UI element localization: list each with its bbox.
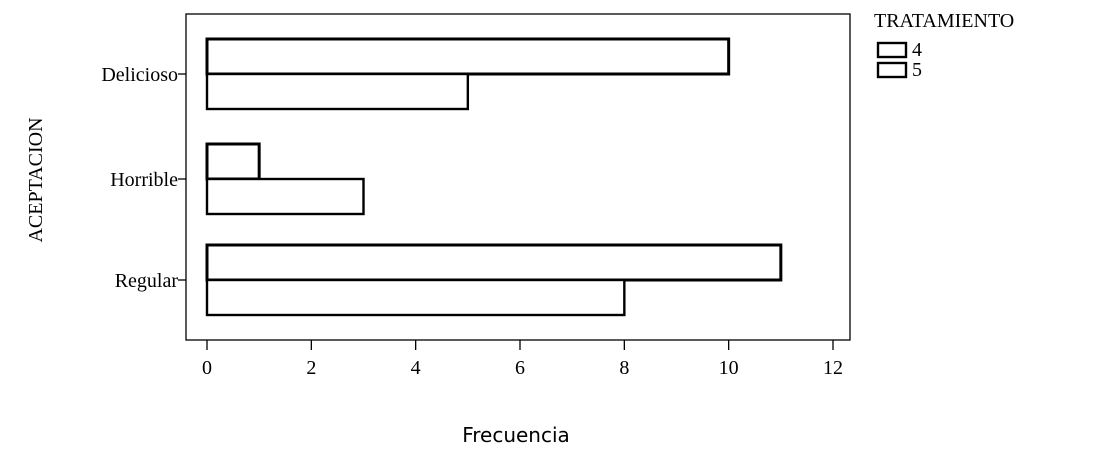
bar-regular-series-5 xyxy=(205,278,626,317)
bar-delicioso-series-4 xyxy=(205,37,731,76)
y-axis-label: ACEPTACION xyxy=(25,117,47,242)
legend: TRATAMIENTO 45 xyxy=(874,10,1014,81)
y-category-label: Horrible xyxy=(110,169,178,191)
legend-label-series-5: 5 xyxy=(912,59,922,81)
x-tick-label: 0 xyxy=(202,357,212,379)
x-tick-label: 2 xyxy=(306,357,316,379)
legend-swatch-series-4 xyxy=(876,41,908,59)
x-axis-label: Frecuencia xyxy=(462,423,570,447)
x-tick-label: 10 xyxy=(719,357,739,379)
plot-frame xyxy=(185,13,851,341)
bars-group xyxy=(205,37,783,317)
y-category-label: Delicioso xyxy=(101,64,178,86)
y-axis-categories: Delicioso Horrible Regular xyxy=(101,64,186,292)
y-category-label: Regular xyxy=(115,270,179,292)
bar-delicioso-series-5 xyxy=(205,72,470,111)
x-axis-ticks: 0 2 4 6 8 10 12 xyxy=(202,340,843,379)
x-tick-label: 6 xyxy=(515,357,525,379)
bar-horrible-series-4 xyxy=(205,142,261,181)
x-tick-label: 8 xyxy=(619,357,629,379)
legend-label-series-4: 4 xyxy=(912,39,922,61)
x-tick-label: 4 xyxy=(411,357,421,379)
bar-horrible-series-5 xyxy=(205,177,365,216)
legend-swatch-series-5 xyxy=(876,61,908,79)
legend-title: TRATAMIENTO xyxy=(874,10,1014,32)
bar-regular-series-4 xyxy=(205,243,783,282)
x-tick-label: 12 xyxy=(823,357,843,379)
